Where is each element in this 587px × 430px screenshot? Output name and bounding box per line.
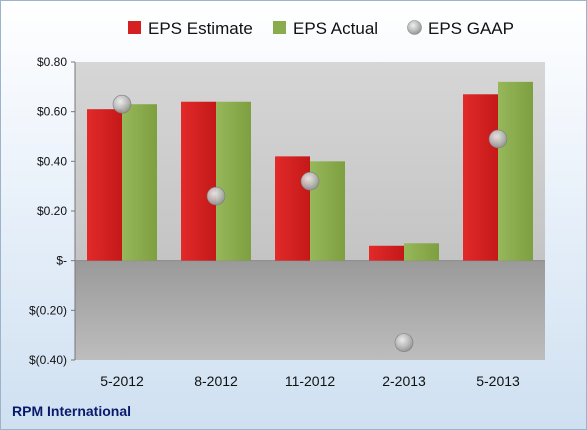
legend-label: EPS GAAP xyxy=(428,19,514,38)
legend: EPS Estimate EPS Actual EPS GAAP xyxy=(128,19,514,38)
gaap-markers xyxy=(112,94,508,352)
y-tick-label: $0.80 xyxy=(37,55,67,69)
gaap-point xyxy=(300,171,320,191)
x-tick-label: 5-2012 xyxy=(100,373,144,389)
bar-estimate xyxy=(181,101,216,261)
x-axis: 5-2012 8-2012 11-2012 2-2013 5-2013 xyxy=(100,373,520,389)
legend-swatch xyxy=(128,21,141,34)
gaap-point xyxy=(206,186,226,206)
gaap-point xyxy=(112,94,132,114)
legend-label: EPS Estimate xyxy=(148,19,253,38)
gaap-point xyxy=(488,129,508,149)
bar-estimate xyxy=(463,94,498,261)
x-tick-label: 5-2013 xyxy=(476,373,520,389)
bar-actual xyxy=(122,104,157,261)
y-tick-label: $(0.40) xyxy=(29,353,67,367)
x-tick-label: 2-2013 xyxy=(382,373,426,389)
x-tick-label: 11-2012 xyxy=(285,373,336,389)
y-tick-label: $(0.20) xyxy=(29,303,67,317)
bar-actual xyxy=(216,101,251,261)
bar-estimate xyxy=(369,245,404,261)
legend-label: EPS Actual xyxy=(293,19,378,38)
legend-swatch xyxy=(273,21,286,34)
bar-estimate xyxy=(275,156,310,261)
y-tick-label: $0.60 xyxy=(37,105,67,119)
x-tick-label: 8-2012 xyxy=(194,373,238,389)
gaap-point xyxy=(394,333,414,352)
bar-actual xyxy=(404,243,439,261)
bar-estimate xyxy=(87,109,122,261)
legend-swatch xyxy=(407,20,422,35)
plot-negative-region xyxy=(75,260,545,360)
bar-actual xyxy=(498,81,533,261)
y-tick-label: $0.20 xyxy=(37,204,67,218)
y-tick-label: $- xyxy=(56,254,67,268)
y-tick-label: $0.40 xyxy=(37,154,67,168)
company-name: RPM International xyxy=(12,403,131,419)
